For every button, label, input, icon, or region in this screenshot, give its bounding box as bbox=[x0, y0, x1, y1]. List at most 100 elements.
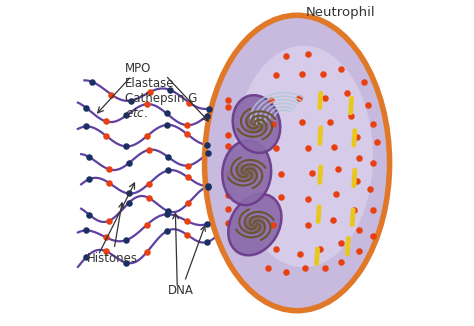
Point bbox=[326, 120, 333, 125]
Point bbox=[204, 184, 212, 189]
Point bbox=[355, 227, 363, 232]
Point bbox=[373, 139, 380, 144]
Point bbox=[337, 240, 345, 245]
Point bbox=[164, 168, 172, 173]
Point bbox=[224, 193, 232, 198]
Text: DNA: DNA bbox=[168, 226, 205, 297]
Point bbox=[108, 92, 115, 97]
Point bbox=[370, 207, 377, 213]
Point bbox=[329, 217, 337, 222]
Point bbox=[185, 100, 193, 105]
Point bbox=[350, 207, 358, 213]
Text: MPO
Elastase
Cathepsin G
$etc.$: MPO Elastase Cathepsin G $etc.$ bbox=[125, 62, 197, 120]
Point bbox=[82, 105, 90, 111]
Point bbox=[125, 200, 132, 206]
Point bbox=[183, 131, 191, 137]
Point bbox=[277, 195, 284, 200]
Point bbox=[366, 186, 374, 192]
Point bbox=[143, 102, 150, 107]
Point bbox=[183, 218, 191, 224]
Point bbox=[164, 209, 172, 214]
Point bbox=[184, 175, 192, 180]
Point bbox=[204, 150, 212, 156]
Point bbox=[85, 212, 93, 217]
Point bbox=[267, 97, 275, 102]
Point bbox=[305, 196, 312, 201]
Point bbox=[269, 122, 276, 127]
Point bbox=[298, 120, 306, 125]
Point bbox=[82, 124, 90, 129]
Point bbox=[224, 170, 232, 176]
Point bbox=[297, 251, 304, 257]
Ellipse shape bbox=[205, 15, 390, 311]
Point bbox=[123, 260, 130, 265]
Point bbox=[164, 155, 172, 160]
Ellipse shape bbox=[228, 194, 282, 255]
Point bbox=[224, 143, 232, 148]
Point bbox=[337, 259, 345, 265]
Point bbox=[319, 71, 327, 76]
Point bbox=[301, 266, 309, 271]
Point bbox=[145, 195, 152, 200]
Point bbox=[332, 191, 340, 197]
Text: Neutrophil: Neutrophil bbox=[306, 6, 376, 19]
Ellipse shape bbox=[236, 164, 257, 182]
Ellipse shape bbox=[246, 115, 267, 133]
Point bbox=[123, 237, 130, 243]
Point bbox=[105, 180, 112, 185]
Point bbox=[102, 235, 110, 240]
Point bbox=[184, 163, 192, 168]
Point bbox=[85, 155, 93, 160]
Point bbox=[334, 167, 341, 172]
Point bbox=[355, 248, 363, 253]
Point bbox=[183, 232, 191, 237]
Ellipse shape bbox=[222, 140, 271, 205]
Point bbox=[355, 156, 363, 161]
Point bbox=[125, 161, 132, 166]
Point bbox=[143, 222, 150, 228]
Point bbox=[123, 113, 130, 118]
Point bbox=[145, 147, 152, 153]
Point bbox=[272, 73, 280, 78]
Point bbox=[82, 255, 90, 260]
Point bbox=[143, 134, 150, 139]
Point bbox=[224, 220, 231, 226]
Point bbox=[282, 269, 290, 274]
Point bbox=[360, 79, 367, 84]
Point bbox=[127, 98, 135, 103]
Point bbox=[123, 144, 130, 149]
Point bbox=[347, 113, 355, 119]
Point bbox=[316, 246, 324, 252]
Point bbox=[305, 52, 312, 57]
Point bbox=[337, 66, 345, 71]
Point bbox=[224, 97, 232, 103]
Point bbox=[282, 53, 290, 58]
Text: Histones: Histones bbox=[87, 203, 138, 265]
Point bbox=[163, 212, 171, 217]
Point bbox=[321, 96, 328, 101]
Point bbox=[105, 167, 112, 172]
Point bbox=[163, 111, 171, 116]
Point bbox=[295, 96, 302, 101]
Point bbox=[330, 144, 338, 149]
Point bbox=[204, 183, 212, 188]
Point bbox=[272, 246, 280, 252]
Point bbox=[224, 105, 231, 110]
Ellipse shape bbox=[244, 216, 265, 234]
Point bbox=[163, 122, 171, 127]
Point bbox=[344, 91, 351, 96]
Point bbox=[102, 133, 110, 138]
Point bbox=[269, 222, 276, 227]
Point bbox=[298, 71, 306, 76]
Point bbox=[89, 79, 96, 84]
Point bbox=[365, 102, 372, 107]
Point bbox=[203, 221, 211, 227]
Point bbox=[183, 123, 191, 128]
Point bbox=[203, 239, 211, 244]
Ellipse shape bbox=[234, 46, 373, 267]
Point bbox=[102, 249, 110, 254]
Point bbox=[105, 218, 112, 224]
Point bbox=[184, 201, 192, 206]
Point bbox=[163, 229, 171, 234]
Point bbox=[353, 134, 361, 140]
